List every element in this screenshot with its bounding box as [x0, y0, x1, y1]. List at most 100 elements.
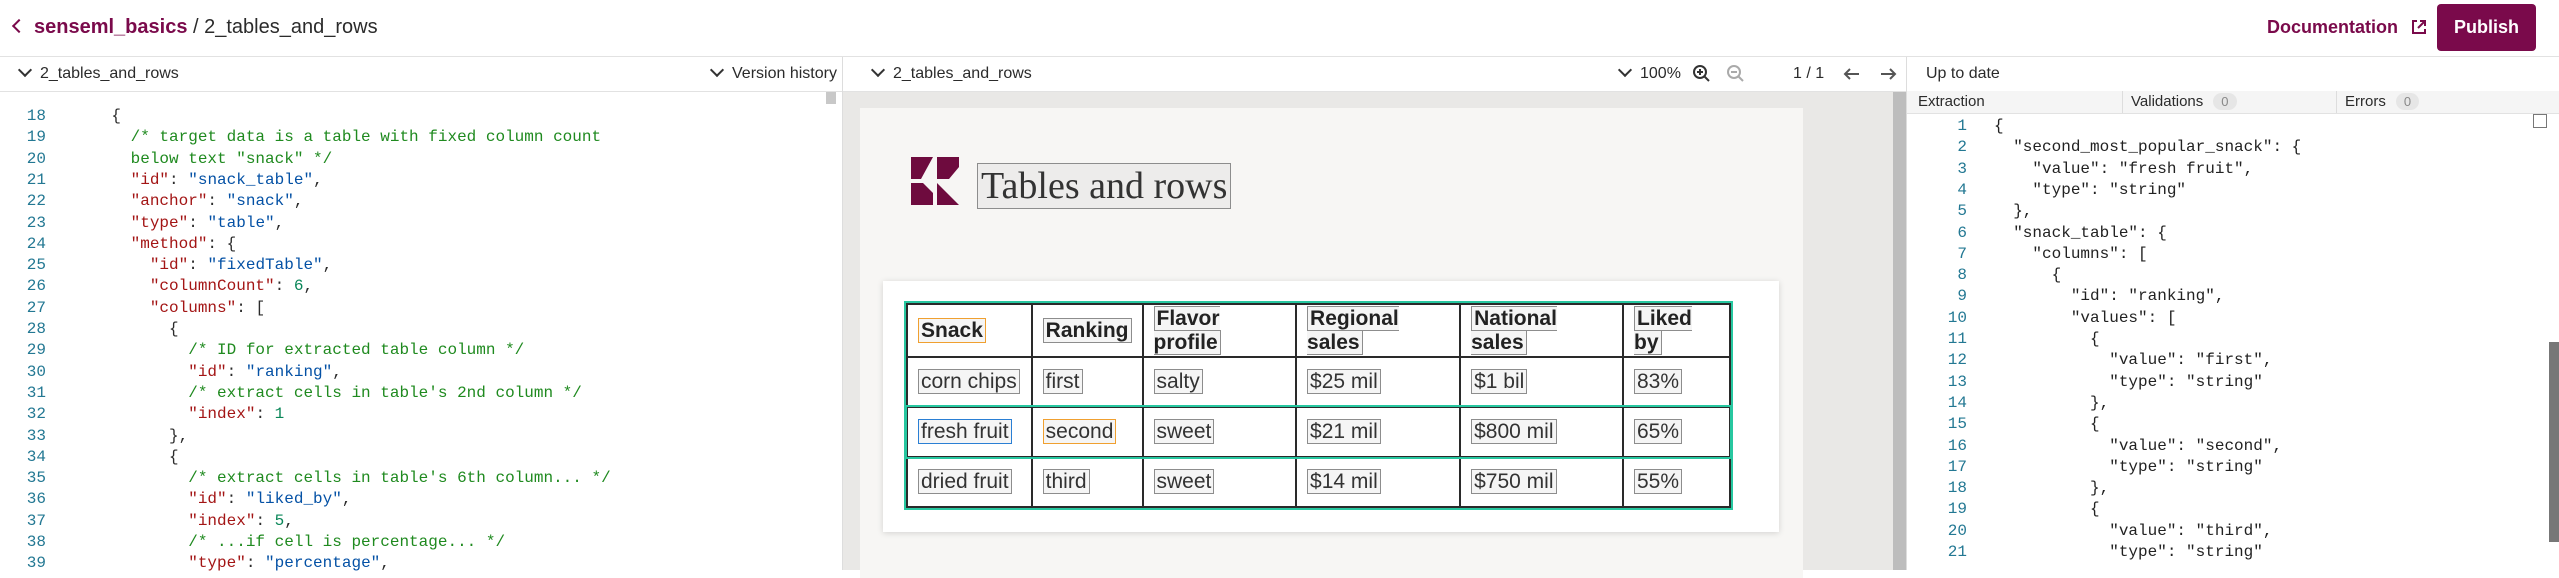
table-cell: 55%: [1622, 456, 1731, 508]
code-token: "id": [188, 362, 227, 381]
line-number: 15: [1947, 415, 1967, 434]
documentation-link[interactable]: Documentation: [2267, 17, 2427, 38]
line-number: 12: [1947, 351, 1967, 370]
project-link[interactable]: senseml_basics: [34, 16, 188, 38]
json-line: "value": "fresh fruit",: [1994, 159, 2254, 178]
zoom-select[interactable]: 100%: [1617, 62, 1681, 83]
code-line: /* ...if cell is percentage... */: [73, 533, 506, 551]
code-token: :: [226, 490, 237, 509]
toolbar: 2_tables_and_rows Version history 2_tabl…: [0, 57, 2559, 92]
json-line: "value": "third",: [1994, 521, 2273, 540]
code-token: [265, 512, 275, 530]
table-cell: third: [1030, 456, 1144, 508]
code-token: :: [207, 234, 218, 253]
code-token: :: [207, 192, 218, 211]
code-token: ,: [284, 511, 294, 530]
code-token: "liked_by": [245, 490, 342, 509]
code-token: ,: [274, 213, 285, 232]
line-number: 34: [26, 447, 46, 466]
code-token: {: [73, 320, 179, 338]
tab[interactable]: Validations 0: [2131, 93, 2237, 110]
cell-text: sweet: [1153, 469, 1215, 494]
page-count: 1 / 1: [1793, 65, 1825, 82]
header-cell: Regional sales: [1295, 303, 1462, 358]
line-number: 17: [1947, 457, 1967, 476]
line-number: 19: [26, 128, 46, 147]
line-number: 14: [1947, 393, 1967, 412]
version-history-label[interactable]: Version history: [732, 65, 837, 82]
code-token: {: [73, 447, 179, 466]
code-line: {: [73, 319, 179, 340]
code-editor[interactable]: 18 {19 /* target data is a table with fi…: [0, 92, 842, 573]
zoom-level[interactable]: 100%: [1640, 65, 1681, 82]
json-line: "snack_table": {: [1994, 223, 2167, 242]
table-cell: sweet: [1141, 406, 1298, 458]
code-line: },: [73, 426, 188, 447]
cell-text: first: [1042, 369, 1083, 394]
line-number: 26: [26, 277, 46, 296]
scrollbar[interactable]: [826, 92, 836, 104]
tab-label[interactable]: Extraction: [1918, 93, 1985, 110]
code-token: [73, 277, 150, 295]
table-cell: salty: [1141, 356, 1298, 408]
header-cell: Ranking: [1030, 303, 1144, 358]
viewer-file[interactable]: 2_tables_and_rows: [893, 65, 1032, 82]
json-line: },: [1994, 202, 2033, 221]
code-token: :: [255, 511, 266, 530]
publish-button[interactable]: Publish: [2437, 4, 2536, 51]
zoom-controls[interactable]: [1692, 64, 1746, 84]
tab-divider: [2122, 91, 2123, 113]
code-line: "id": "fixedTable",: [73, 255, 332, 276]
line-number: 18: [26, 107, 46, 125]
code-token: [73, 214, 131, 232]
external-icon: [2412, 20, 2427, 34]
document-page: Tables and rows Snack Ranking Flavor profi…: [860, 108, 1803, 578]
code-line: /* extract cells in table's 6th column..…: [73, 469, 611, 488]
code-token: ,: [380, 554, 390, 573]
page-nav[interactable]: [1843, 65, 1899, 83]
cell-text: $21 mil: [1307, 419, 1381, 444]
viewer-scrollbar[interactable]: [1893, 92, 1906, 570]
code-token: "id": [188, 490, 227, 509]
code-token: "columnCount": [149, 277, 275, 296]
code-token: "id": [149, 256, 189, 275]
json-line: "second_most_popular_snack": {: [1994, 138, 2302, 157]
back-icon[interactable]: [11, 18, 27, 34]
json-line: {: [1994, 117, 2004, 135]
documentation-label[interactable]: Documentation: [2267, 17, 2399, 37]
code-token: "table": [207, 213, 275, 232]
json-line: },: [1994, 393, 2110, 412]
editor-file-select[interactable]: 2_tables_and_rows: [17, 62, 179, 83]
version-history[interactable]: Version history: [709, 62, 837, 83]
editor-file[interactable]: 2_tables_and_rows: [40, 65, 179, 82]
viewer-file-select[interactable]: 2_tables_and_rows: [870, 62, 1032, 83]
scrollbar[interactable]: [2549, 342, 2559, 542]
table-cell: sweet: [1141, 456, 1298, 508]
table-cell: $14 mil: [1295, 456, 1462, 508]
tab-label[interactable]: Validations: [2131, 93, 2204, 110]
cell-text: 65%: [1634, 419, 1683, 444]
table-row: fresh fruit second sweet $21 mil $800 mil 65%: [905, 405, 1732, 459]
line-number: 2: [1957, 138, 1967, 157]
separator: /: [193, 16, 199, 38]
table-cell: second: [1030, 406, 1144, 458]
line-number: 36: [26, 490, 46, 509]
tab[interactable]: Errors 0: [2345, 93, 2420, 110]
cell-text: salty: [1153, 369, 1203, 394]
line-number: 9: [1957, 287, 1967, 306]
tab[interactable]: Extraction: [1918, 93, 1985, 110]
code-token: [73, 192, 131, 210]
json-line: {: [1994, 266, 2062, 285]
cell-text: $25 mil: [1307, 369, 1381, 394]
tab-label[interactable]: Errors: [2345, 93, 2386, 110]
table-cell: 65%: [1622, 406, 1731, 458]
code-token: },: [73, 426, 189, 445]
table-cell: corn chips: [906, 356, 1033, 408]
code-token: :: [188, 256, 198, 275]
line-number: 21: [1947, 543, 1967, 561]
code-token: [217, 192, 227, 210]
code-line: /* extract cells in table's 2nd column *…: [73, 383, 582, 402]
header-cell: National sales: [1459, 303, 1624, 358]
code-token: "fixedTable": [207, 256, 323, 275]
